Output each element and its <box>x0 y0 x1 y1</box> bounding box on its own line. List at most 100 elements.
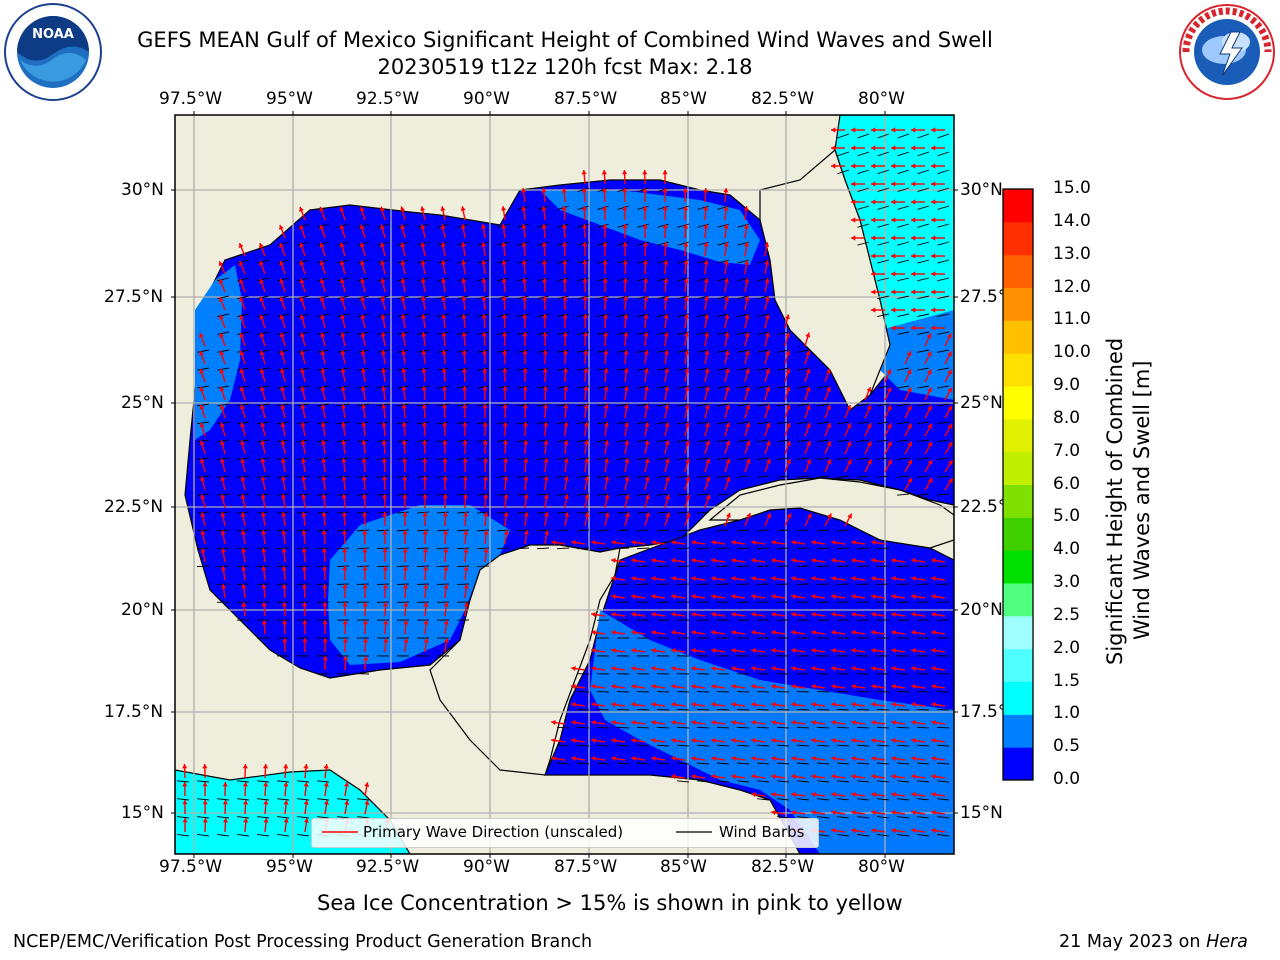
wind-barb <box>537 421 550 425</box>
wave-arrow-head <box>220 548 226 553</box>
wave-arrow-head <box>731 737 736 744</box>
wind-barb <box>317 241 330 246</box>
wave-arrow-head <box>281 512 287 517</box>
wind-barb <box>897 403 910 407</box>
wind-barb <box>677 421 690 425</box>
wave-arrow-head <box>403 638 409 643</box>
wind-barb <box>497 403 510 407</box>
wave-arrow-head <box>562 296 568 301</box>
wind-barb <box>916 708 930 711</box>
wave-arrow-head <box>402 530 408 535</box>
wind-barb <box>757 421 770 425</box>
wind-barb <box>397 421 410 425</box>
wind-barb <box>257 457 270 460</box>
wind-barb <box>597 762 610 765</box>
wave-arrow-head <box>906 351 912 357</box>
wave-arrow-head <box>423 620 429 625</box>
wind-barb <box>817 421 830 425</box>
wave-arrow-head <box>806 422 811 428</box>
cuba-land <box>708 477 954 549</box>
wind-barb <box>817 798 830 801</box>
wind-barb <box>637 511 650 514</box>
wave-arrow-head <box>644 440 650 446</box>
wave-arrow-head <box>462 386 468 391</box>
wave-arrow-head <box>382 584 388 589</box>
wind-barb <box>757 367 770 371</box>
wind-barb <box>636 726 650 729</box>
colorbar-segment <box>1003 583 1033 617</box>
wave-arrow-head <box>662 224 669 229</box>
wave-arrow-head <box>339 278 345 284</box>
wave-arrow-head <box>542 368 548 373</box>
wave-arrow-head <box>911 325 916 331</box>
wave-arrow-head <box>771 665 776 672</box>
wave-arrow-head <box>421 404 427 409</box>
wave-arrow-head <box>320 404 326 409</box>
wind-barb <box>377 259 390 264</box>
wind-barb <box>776 529 790 532</box>
wave-arrow-head <box>362 602 368 607</box>
wind-barb <box>617 762 630 765</box>
wind-barb <box>917 241 930 246</box>
wave-arrow-head <box>671 737 676 744</box>
wave-arrow-head <box>871 181 876 187</box>
wind-barb <box>377 277 390 282</box>
wind-barb <box>797 457 810 460</box>
wave-arrow-head <box>502 440 509 445</box>
wave-arrow-head <box>683 296 689 301</box>
wind-barb <box>917 349 930 353</box>
wave-arrow-head <box>764 296 770 302</box>
wind-barb <box>796 529 810 532</box>
wind-barb <box>237 349 250 353</box>
wind-barb <box>717 331 730 335</box>
wave-arrow-head <box>400 260 406 266</box>
wave-arrow-head <box>240 458 246 464</box>
wave-arrow-head <box>303 818 309 823</box>
wave-arrow-head <box>182 800 188 805</box>
wave-arrow-head <box>911 271 916 277</box>
wind-barb <box>737 349 750 353</box>
wind-barb <box>897 187 910 192</box>
wave-arrow-head <box>601 188 608 193</box>
wind-barb <box>817 780 830 783</box>
wave-arrow-head <box>891 791 896 798</box>
wave-arrow-head <box>543 476 549 481</box>
wave-arrow-head <box>562 314 568 319</box>
wave-arrow-head <box>744 296 750 301</box>
wave-arrow-head <box>765 422 771 428</box>
wave-arrow-head <box>851 647 856 654</box>
wind-barb <box>777 439 790 443</box>
wave-arrow-head <box>631 557 636 564</box>
wave-arrow-head <box>359 242 365 248</box>
wave-arrow-head <box>222 800 228 805</box>
wave-arrow-head <box>891 737 896 744</box>
wind-barb <box>416 547 430 550</box>
wave-arrow-head <box>866 405 872 411</box>
wave-arrow-head <box>704 422 710 428</box>
wind-barb <box>497 367 510 371</box>
wave-arrow-head <box>583 422 589 427</box>
wind-barb <box>796 547 810 550</box>
wave-arrow-head <box>591 611 596 618</box>
wave-arrow-head <box>220 440 225 446</box>
wave-arrow-head <box>691 557 696 564</box>
wave-arrow-head <box>582 332 589 337</box>
wind-barb <box>917 295 930 300</box>
wind-barb <box>656 726 670 729</box>
wave-arrow-head <box>323 764 329 769</box>
wind-barb <box>357 259 370 264</box>
wave-arrow-head <box>441 296 447 301</box>
wind-barb <box>197 493 210 496</box>
wind-barb <box>456 547 470 550</box>
wave-arrow-head <box>382 530 388 535</box>
wave-arrow-head <box>241 548 247 553</box>
wave-arrow-head <box>340 368 346 373</box>
wave-arrow-head <box>711 665 716 672</box>
wave-arrow-head <box>443 584 449 589</box>
wave-arrow-head <box>651 647 656 654</box>
wave-arrow-head <box>239 350 245 356</box>
wave-arrow-head <box>691 755 696 762</box>
wave-arrow-head <box>931 289 936 295</box>
wind-barb <box>617 259 630 264</box>
